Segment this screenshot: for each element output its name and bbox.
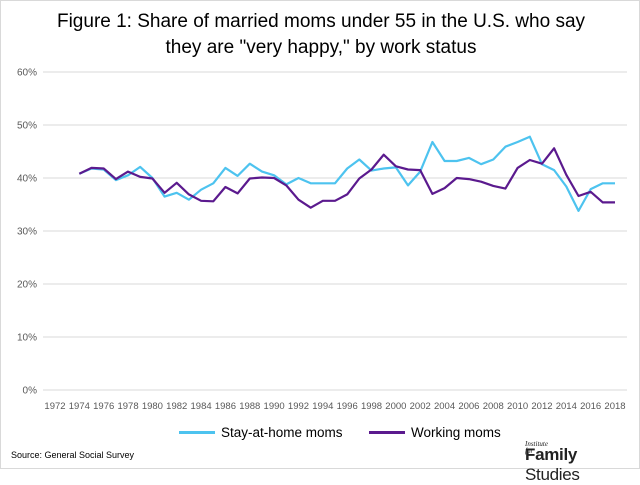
chart-title: Figure 1: Share of married moms under 55… [1, 9, 640, 61]
legend-swatch-stay-at-home [179, 431, 215, 434]
series-line-working-moms [78, 147, 615, 209]
ifs-logo: Institute for Family Studies [525, 440, 625, 485]
x-tick-label: 1992 [288, 401, 309, 412]
x-tick-label: 2000 [385, 401, 406, 412]
series-lines [78, 135, 615, 212]
x-tick-label: 1996 [337, 401, 358, 412]
x-tick-label: 1990 [264, 401, 285, 412]
gridlines [43, 71, 627, 391]
x-tick-label: 1980 [142, 401, 163, 412]
x-tick-label: 2012 [531, 401, 552, 412]
x-tick-label: 1982 [166, 401, 187, 412]
x-tick-label: 1974 [69, 401, 90, 412]
y-tick-label: 10% [17, 333, 37, 344]
legend-item-stay-at-home: Stay-at-home moms [179, 425, 343, 440]
legend-swatch-working [369, 431, 405, 434]
series-line-stay-at-home-moms [78, 135, 615, 212]
y-tick-label: 40% [17, 174, 37, 185]
x-tick-label: 2004 [434, 401, 455, 412]
chart-title-line-2: they are "very happy," by work status [165, 37, 477, 58]
line-chart: 0% 10% 20% 30% 40% 50% 60% 1972 1974 1976 1978 198… [17, 68, 627, 412]
logo-bold-text: Family [525, 445, 578, 464]
logo-small-text: Institute for [525, 440, 548, 455]
x-tick-label: 2006 [458, 401, 479, 412]
x-axis-ticks: 1972 1974 1976 1978 1980 1982 1984 1986 1988 1990… [44, 401, 625, 412]
x-tick-label: 2016 [580, 401, 601, 412]
logo-light-text: Studies [525, 465, 580, 484]
x-tick-label: 2008 [483, 401, 504, 412]
x-tick-label: 1978 [117, 401, 138, 412]
y-tick-label: 60% [17, 68, 37, 79]
x-tick-label: 1998 [361, 401, 382, 412]
chart-title-line-1: Figure 1: Share of married moms under 55… [56, 11, 586, 32]
x-tick-label: 2014 [556, 401, 577, 412]
x-tick-label: 1976 [93, 401, 114, 412]
x-tick-label: 1988 [239, 401, 260, 412]
y-tick-label: 30% [17, 227, 37, 238]
y-axis-ticks: 0% 10% 20% 30% 40% 50% 60% [17, 68, 37, 397]
x-tick-label: 1986 [215, 401, 236, 412]
y-tick-label: 50% [17, 121, 37, 132]
legend-item-working: Working moms [369, 425, 501, 440]
x-tick-label: 1972 [44, 401, 65, 412]
legend-label-working: Working moms [411, 425, 501, 440]
x-tick-label: 1994 [312, 401, 333, 412]
x-tick-label: 2002 [410, 401, 431, 412]
legend-label-stay-at-home: Stay-at-home moms [221, 425, 343, 440]
logo-wordmark: Family Studies [525, 445, 625, 485]
y-tick-label: 20% [17, 280, 37, 291]
x-tick-label: 2010 [507, 401, 528, 412]
x-tick-label: 1984 [191, 401, 212, 412]
legend: Stay-at-home moms Working moms [1, 425, 640, 445]
y-tick-label: 0% [23, 386, 38, 397]
x-tick-label: 2018 [604, 401, 625, 412]
source-note: Source: General Social Survey [11, 450, 135, 460]
